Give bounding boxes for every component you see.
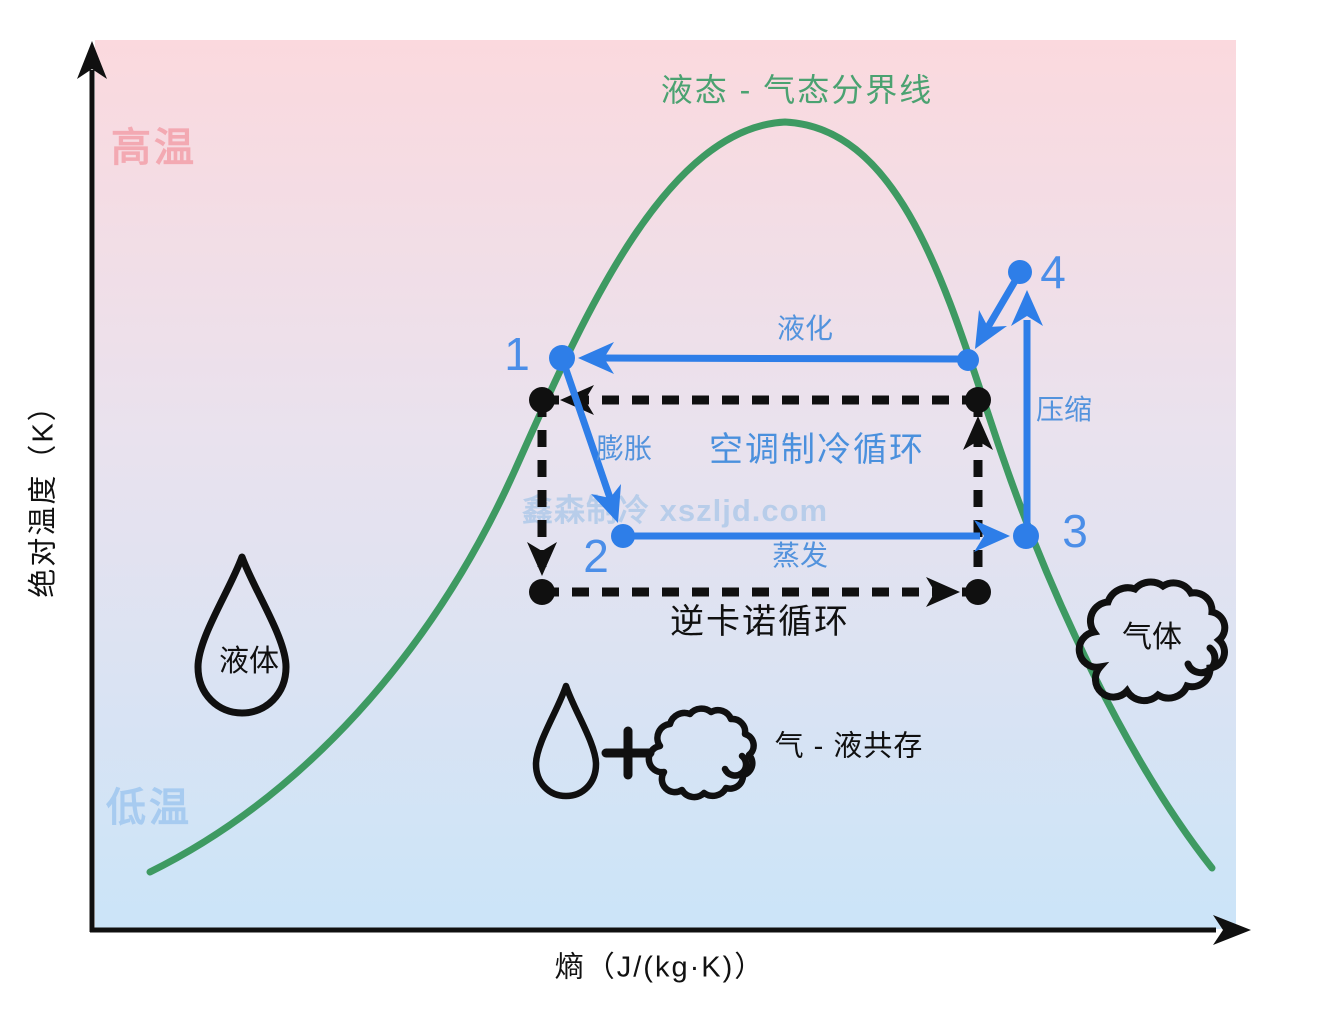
saturation-entry-dot — [957, 349, 979, 371]
small-cloud-curl — [721, 752, 750, 779]
carnot-corner-bottom-left — [529, 579, 555, 605]
carnot-corner-top-left — [529, 387, 555, 413]
x-axis-label: 熵（J/(kg·K)） — [554, 951, 766, 984]
carnot-cycle-title: 逆卡诺循环 — [670, 603, 850, 641]
expansion-line — [558, 356, 614, 500]
refrigeration-cycle — [558, 274, 1031, 540]
cloud-curl — [1184, 644, 1219, 677]
low-temp-label: 低温 — [106, 786, 192, 830]
state-point-3-label: 3 — [1062, 505, 1088, 557]
y-axis-arrow-icon — [77, 41, 107, 79]
desuperheat-arrow-icon — [975, 310, 1007, 349]
state-point-1-label: 1 — [504, 328, 530, 380]
state-point-4-label: 4 — [1040, 246, 1066, 298]
coexist-icons — [532, 682, 757, 801]
x-axis-arrow-icon — [1213, 915, 1251, 945]
high-temp-label: 高温 — [111, 126, 197, 170]
axes — [77, 41, 1251, 945]
watermark: 鑫森制冷 xszljd.com — [522, 493, 828, 528]
small-droplet-icon — [532, 682, 600, 800]
expansion-label: 膨胀 — [595, 433, 653, 464]
state-point-2-label: 2 — [583, 530, 609, 582]
carnot-arrow-right-icon — [926, 577, 960, 607]
compression-label: 压缩 — [1035, 394, 1093, 425]
liquefaction-label: 液化 — [776, 313, 834, 344]
coexist-phase-label: 气 - 液共存 — [774, 730, 924, 763]
plus-icon — [601, 726, 655, 780]
liquefaction-line — [599, 354, 961, 363]
compression-arrow-icon — [1011, 290, 1043, 326]
liquid-phase-label: 液体 — [219, 645, 279, 678]
desuperheat-line — [984, 274, 1022, 329]
evaporation-arrow-icon — [974, 520, 1010, 552]
state-point-4-dot — [1008, 260, 1032, 284]
carnot-corner-bottom-right — [965, 579, 991, 605]
gas-phase-label: 气体 — [1122, 621, 1182, 654]
state-point-1-dot — [549, 345, 575, 371]
boundary-curve-title: 液态 - 气态分界线 — [660, 72, 934, 108]
droplet-icon — [194, 553, 290, 717]
carnot-arrow-up-icon — [963, 416, 993, 450]
refrigeration-arrows — [578, 290, 1043, 552]
liquefaction-arrow-icon — [578, 342, 614, 374]
evaporation-label: 蒸发 — [771, 540, 829, 571]
state-point-2-dot — [611, 524, 635, 548]
state-point-3-dot — [1013, 523, 1039, 549]
state-point-dots — [549, 260, 1039, 549]
y-axis-label: 绝对温度（K） — [27, 390, 60, 598]
small-cloud-icon — [645, 705, 757, 801]
cloud-outline — [1075, 578, 1229, 705]
cloud-icon — [1075, 578, 1229, 705]
expansion-arrow-icon — [591, 484, 621, 523]
saturation-curve — [146, 118, 1216, 876]
carnot-corner-dots — [529, 387, 991, 605]
refrigeration-cycle-title: 空调制冷循环 — [709, 431, 925, 469]
carnot-arrow-down-icon — [527, 542, 557, 576]
carnot-corner-top-right — [965, 387, 991, 413]
